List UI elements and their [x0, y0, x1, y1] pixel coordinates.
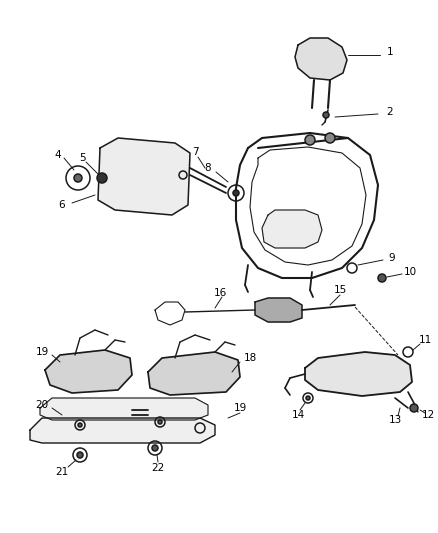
Circle shape — [325, 133, 335, 143]
Circle shape — [152, 445, 158, 451]
Circle shape — [97, 173, 107, 183]
Text: 9: 9 — [389, 253, 396, 263]
Text: 2: 2 — [387, 107, 393, 117]
Circle shape — [305, 135, 315, 145]
Circle shape — [323, 112, 329, 118]
Polygon shape — [295, 38, 347, 80]
Text: 19: 19 — [35, 347, 49, 357]
Text: 7: 7 — [192, 147, 198, 157]
Circle shape — [378, 274, 386, 282]
Circle shape — [158, 420, 162, 424]
Text: 15: 15 — [333, 285, 346, 295]
Polygon shape — [40, 398, 208, 420]
Text: 18: 18 — [244, 353, 257, 363]
Text: 10: 10 — [403, 267, 417, 277]
Text: 4: 4 — [55, 150, 61, 160]
Polygon shape — [45, 350, 132, 393]
Polygon shape — [30, 418, 215, 443]
Text: 12: 12 — [421, 410, 434, 420]
Text: 19: 19 — [233, 403, 247, 413]
Circle shape — [77, 452, 83, 458]
Text: 20: 20 — [35, 400, 49, 410]
Polygon shape — [148, 352, 240, 395]
Text: 1: 1 — [387, 47, 393, 57]
Polygon shape — [255, 298, 302, 322]
Text: 21: 21 — [55, 467, 69, 477]
Text: 8: 8 — [205, 163, 211, 173]
Circle shape — [233, 190, 239, 196]
Text: 22: 22 — [152, 463, 165, 473]
Polygon shape — [262, 210, 322, 248]
Circle shape — [74, 174, 82, 182]
Text: 5: 5 — [79, 153, 85, 163]
Circle shape — [78, 423, 82, 427]
Text: 14: 14 — [291, 410, 304, 420]
Text: 13: 13 — [389, 415, 402, 425]
Text: 11: 11 — [418, 335, 431, 345]
Circle shape — [410, 404, 418, 412]
Polygon shape — [305, 352, 412, 396]
Text: 6: 6 — [59, 200, 65, 210]
Circle shape — [306, 396, 310, 400]
Text: 16: 16 — [213, 288, 226, 298]
Polygon shape — [98, 138, 190, 215]
